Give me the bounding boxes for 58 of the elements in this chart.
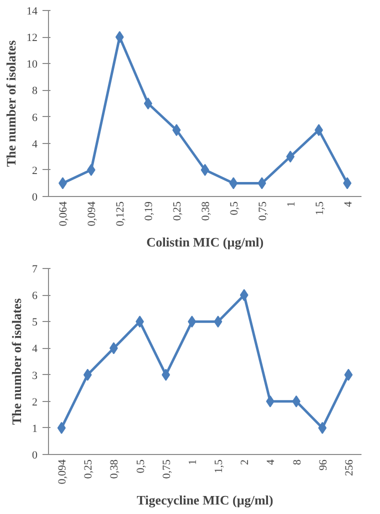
point: [240, 289, 248, 302]
y-tick-label: 8: [32, 85, 38, 98]
x-tick-label: 0,75: [160, 459, 173, 479]
x-tick-label: 256: [343, 459, 356, 476]
x-tick-label: 1,5: [314, 201, 326, 216]
y-tick-label: 6: [32, 290, 38, 302]
x-tick-label: 0,5: [228, 201, 240, 216]
y-tick-label: 7: [32, 264, 38, 276]
x-axis-title: Tigecycline MIC (µg/ml): [136, 492, 274, 508]
point: [172, 124, 181, 136]
point: [144, 98, 152, 110]
y-tick-label: 6: [32, 112, 38, 124]
point: [229, 177, 238, 190]
point: [318, 422, 327, 434]
x-tick-label: 0,25: [82, 459, 95, 479]
x-tick-label: 0,38: [200, 201, 212, 221]
x-tick-label: 0,19: [143, 201, 156, 221]
point: [57, 422, 66, 434]
x-tick-label: 0,125: [114, 201, 127, 226]
point: [162, 368, 170, 381]
y-tick-label: 0: [32, 192, 38, 204]
y-tick-label: 14: [26, 6, 38, 18]
x-tick-label: 0,094: [86, 201, 98, 226]
x-tick-label: 0,25: [172, 201, 184, 221]
y-tick-label: 4: [32, 138, 38, 150]
point: [214, 316, 222, 328]
x-tick-label: 4: [342, 201, 354, 207]
point: [258, 177, 266, 190]
y-tick-label: 3: [32, 370, 38, 382]
point: [200, 164, 210, 176]
x-tick-label: 96: [317, 459, 330, 470]
x-tick-label: 0,094: [56, 459, 69, 484]
point: [83, 368, 92, 381]
x-tick-label: 1: [285, 202, 298, 207]
x-tick-label: 4: [265, 459, 278, 465]
x-axis-title: Colistin MIC (µg/ml): [146, 234, 264, 250]
y-tick-label: 12: [26, 32, 38, 44]
point: [344, 368, 353, 381]
y-tick-label: 0: [32, 450, 38, 462]
y-tick-label: 1: [32, 422, 38, 435]
y-tick-label: 2: [32, 164, 38, 177]
point: [115, 31, 124, 44]
x-tick-label: 0,064: [58, 201, 70, 226]
y-tick-label: 10: [26, 58, 38, 71]
x-tick-label: 1: [186, 460, 199, 465]
y-tick-label: 4: [32, 343, 38, 356]
y-axis-title: The number of isolates: [9, 298, 24, 425]
x-tick-label: 0,5: [134, 459, 147, 474]
point: [286, 150, 295, 163]
x-tick-label: 2: [239, 460, 252, 465]
x-tick-label: 8: [291, 459, 304, 465]
x-tick-label: 0,75: [256, 201, 269, 221]
y-tick-label: 5: [32, 316, 38, 329]
x-tick-label: 0,38: [108, 459, 121, 479]
x-tick-label: 1,5: [213, 459, 226, 474]
y-tick-label: 2: [32, 396, 38, 408]
point: [188, 316, 196, 328]
y-axis-title: The number of isolates: [4, 40, 18, 167]
